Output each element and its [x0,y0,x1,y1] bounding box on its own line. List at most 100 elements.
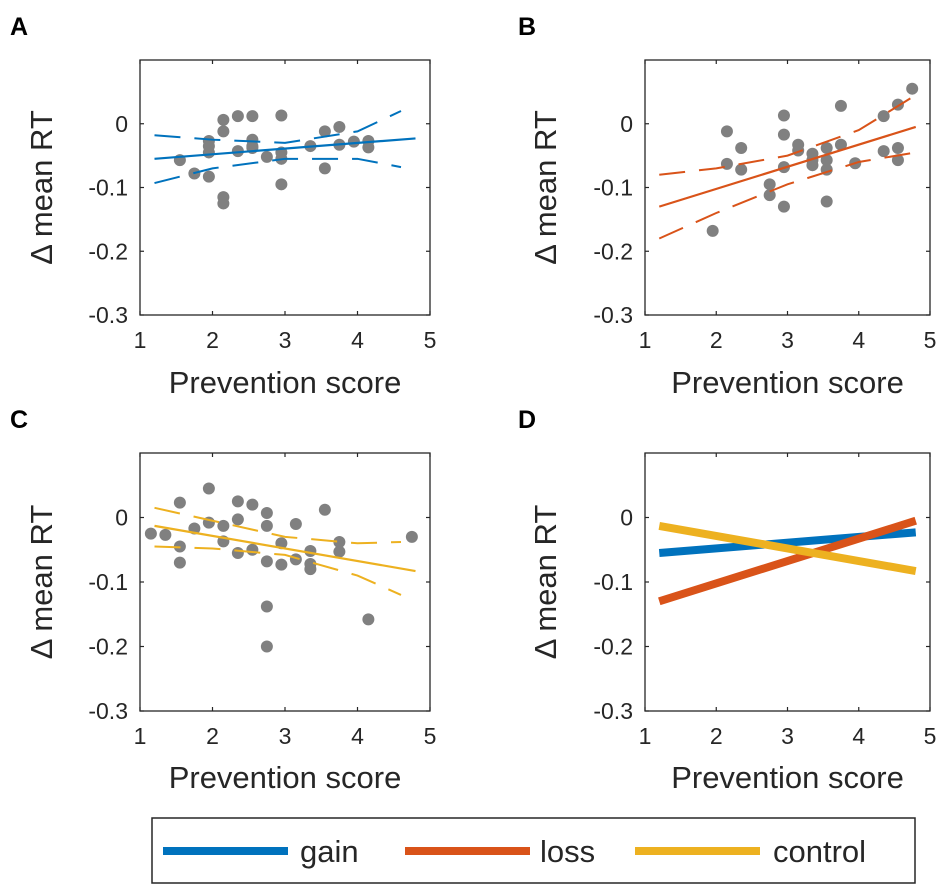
y-tick-label: -0.1 [593,569,633,595]
y-tick-label: -0.3 [593,698,633,724]
data-point [144,527,157,540]
data-point [318,125,331,138]
data-point [260,555,273,568]
data-point [217,197,230,210]
data-point [891,154,904,167]
data-point [159,528,172,541]
y-tick-label: -0.2 [593,634,633,660]
x-tick-label: 1 [639,327,652,353]
x-tick-label: 5 [924,327,937,353]
data-point [763,189,776,202]
data-point [217,113,230,126]
data-point [720,125,733,138]
y-tick-label: -0.2 [88,238,128,264]
y-tick-label: -0.2 [593,238,633,264]
legend-label-gain: gain [300,834,359,869]
series-line-control [658,521,917,575]
x-tick-label: 5 [924,723,937,749]
data-point [834,138,847,151]
fit-line [154,524,416,573]
data-point [260,600,273,613]
y-tick-label: -0.1 [88,569,128,595]
legend-label-loss: loss [540,834,595,869]
y-axis-label: Δ mean RT [528,505,563,660]
data-point [333,120,346,133]
data-point [231,513,244,526]
y-tick-label: 0 [115,505,128,531]
panel-c: C 1 2 3 4 5 0 -0.1 -0.2 -0.3 Prevention score Δ mea… [10,406,436,795]
y-tick-label: -0.1 [88,175,128,201]
y-tick-label: -0.3 [88,302,128,328]
data-point [260,640,273,653]
y-tick-label: -0.3 [88,698,128,724]
data-point [735,163,748,176]
x-tick-label: 2 [710,723,723,749]
x-tick-label: 5 [424,327,437,353]
data-point [820,154,833,167]
y-axis-label: Δ mean RT [528,110,563,265]
data-point [173,496,186,509]
x-axis-label: Prevention score [169,760,402,795]
ci-lower-line [658,151,916,240]
x-axis-label: Prevention score [671,365,904,400]
data-point [260,150,273,163]
x-tick-label: 3 [279,723,292,749]
x-tick-label: 3 [279,327,292,353]
panel-d: D 1 2 3 4 5 0 -0.1 -0.2 -0.3 Prevention score Δ mea… [518,406,936,795]
data-point [820,141,833,154]
series-line-loss [658,516,917,606]
data-point [246,543,259,556]
data-point [777,128,790,141]
x-tick-label: 1 [134,327,147,353]
y-tick-label: -0.1 [593,175,633,201]
x-tick-label: 4 [852,723,865,749]
data-point [906,82,919,95]
data-point [202,170,215,183]
panel-letter: B [518,13,536,41]
x-tick-label: 4 [351,327,364,353]
data-point [289,517,302,530]
x-tick-label: 1 [639,723,652,749]
y-axis-label: Δ mean RT [24,505,59,660]
x-axis-label: Prevention score [671,760,904,795]
data-point [173,556,186,569]
data-point [318,503,331,516]
x-axis-label: Prevention score [169,365,402,400]
x-tick-label: 2 [206,327,219,353]
data-point [231,145,244,158]
x-tick-label: 3 [781,327,794,353]
data-point [347,135,360,148]
data-point [318,162,331,175]
x-tick-label: 2 [206,723,219,749]
axes-box [644,59,931,316]
data-point [275,178,288,191]
panel-b: B 1 2 3 4 5 0 -0.1 -0.2 -0.3 Prevention score Δ mea… [518,13,936,400]
data-point [405,530,418,543]
data-point [806,159,819,172]
panel-letter: A [10,13,28,41]
panel-a: A 1 2 3 4 5 0 -0.1 -0.2 -0.3 Prevention score Δ mea… [10,13,436,400]
y-axis-label: Δ mean RT [24,110,59,265]
data-point [260,506,273,519]
data-point [231,110,244,123]
x-tick-label: 1 [134,723,147,749]
y-tick-label: 0 [620,111,633,137]
data-point [777,200,790,213]
panel-letter: D [518,406,536,434]
y-tick-label: 0 [115,111,128,137]
ci-upper-line [154,506,402,545]
data-point [763,178,776,191]
data-point [202,482,215,495]
data-point [333,536,346,549]
data-point [877,110,890,123]
x-tick-label: 3 [781,723,794,749]
fit-line [154,137,416,160]
axes-box [139,452,431,712]
fit-line [658,125,917,208]
data-point [289,553,302,566]
data-point [820,195,833,208]
data-point [246,498,259,511]
ci-lower-line [154,157,402,185]
y-tick-label: -0.3 [593,302,633,328]
